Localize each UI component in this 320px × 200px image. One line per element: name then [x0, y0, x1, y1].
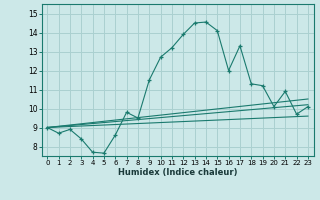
X-axis label: Humidex (Indice chaleur): Humidex (Indice chaleur)	[118, 168, 237, 177]
